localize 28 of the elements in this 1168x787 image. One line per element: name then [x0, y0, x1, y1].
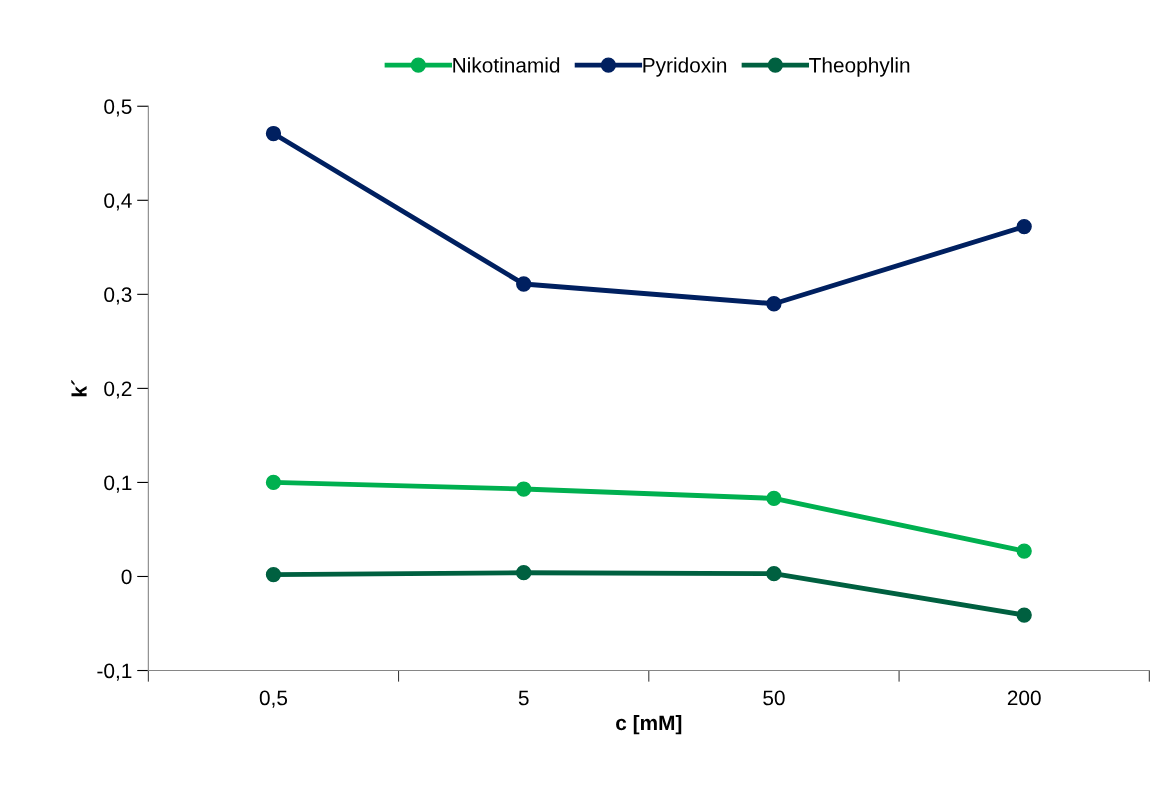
x-tick-label: 50 — [763, 690, 785, 706]
point — [1016, 543, 1032, 559]
point — [265, 566, 282, 583]
y-tick-label: 0,3 — [104, 287, 132, 305]
x-tick-label: 5 — [518, 690, 529, 706]
point — [1016, 607, 1032, 623]
y-tick-label: 0,5 — [104, 99, 132, 117]
point — [766, 566, 782, 582]
y-tick-label: 0,4 — [104, 193, 132, 211]
point — [265, 474, 282, 491]
x-tick-label: 0,5 — [259, 690, 288, 708]
legend-label: Nikotinamid — [453, 57, 560, 73]
y-tick-label: 0 — [121, 569, 132, 585]
point — [516, 565, 532, 581]
point — [516, 276, 532, 292]
x-tick-label: 200 — [1007, 690, 1041, 706]
point — [766, 490, 782, 507]
y-tick-label: 0,1 — [104, 475, 132, 493]
point — [1016, 218, 1032, 235]
point — [766, 296, 782, 312]
y-tick-label: 0,2 — [104, 381, 132, 399]
y-axis-title: k´ — [71, 379, 87, 397]
x-axis-title: c [mM] — [616, 714, 682, 735]
point — [265, 125, 282, 142]
y-tick-label: -0,1 — [97, 663, 132, 681]
legend-label: Pyridoxin — [643, 57, 727, 77]
point — [516, 481, 532, 497]
legend-label: Theophylin — [809, 57, 910, 77]
